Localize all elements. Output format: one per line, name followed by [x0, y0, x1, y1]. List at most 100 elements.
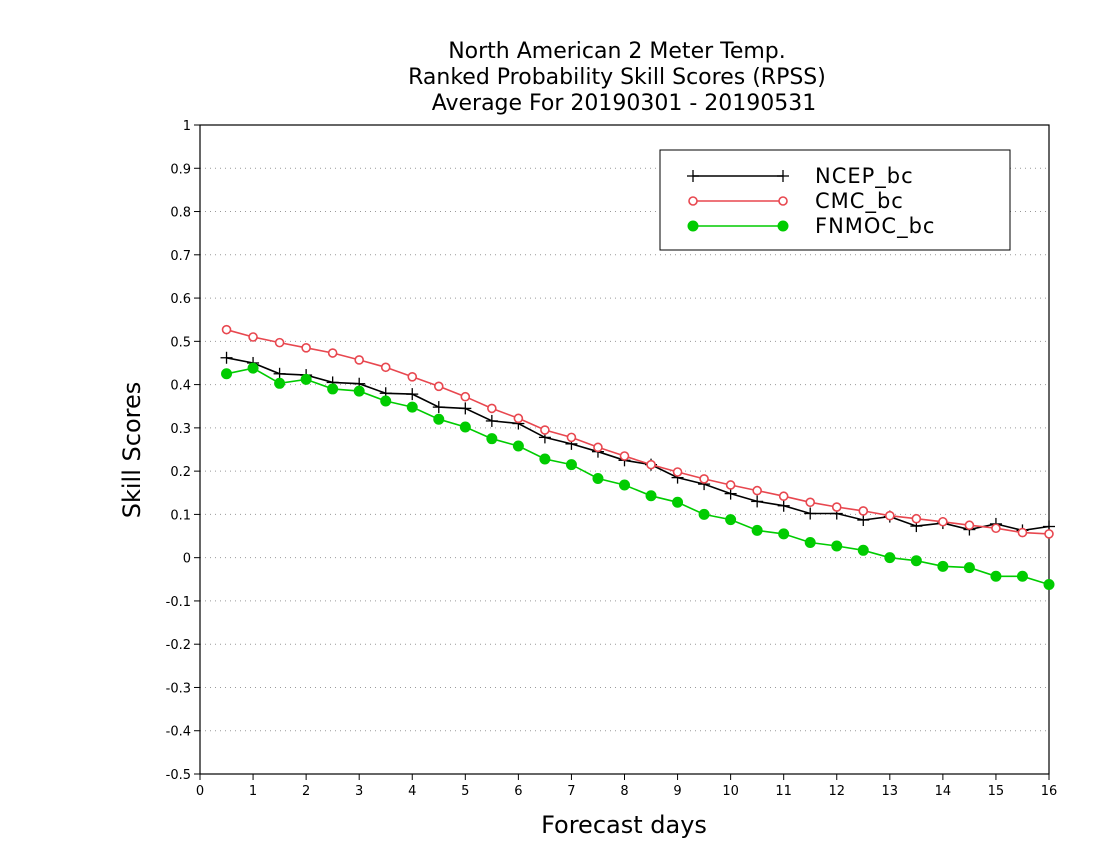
- title-line-3: Average For 20190301 - 20190531: [432, 91, 817, 116]
- data-point-cmc-bc: [885, 510, 895, 521]
- data-point-cmc-bc: [593, 442, 603, 453]
- data-point-fnmoc-bc: [910, 555, 922, 567]
- data-point-cmc-bc: [274, 337, 285, 348]
- data-point-cmc-bc: [1017, 527, 1028, 538]
- data-point-fnmoc-bc: [247, 362, 259, 374]
- data-point-fnmoc-bc: [380, 395, 392, 407]
- series-line-fnmoc-bc: [226, 367, 1050, 586]
- data-point-ncep-bc: [220, 351, 233, 364]
- y-tick-label: 0: [183, 552, 191, 567]
- data-point-fnmoc-bc: [486, 433, 498, 445]
- data-point-fnmoc-bc: [327, 383, 339, 395]
- y-tick-label: 0.9: [170, 162, 191, 177]
- data-point-ncep-bc: [804, 507, 817, 520]
- legend-label: FNMOC_bc: [815, 214, 935, 239]
- data-point-fnmoc-bc: [645, 490, 657, 502]
- data-point-cmc-bc: [619, 451, 630, 461]
- series-cmc-bc: [221, 324, 1054, 539]
- data-point-ncep-bc: [273, 367, 286, 380]
- x-tick-label: 5: [461, 784, 469, 799]
- x-tick-label: 3: [355, 784, 363, 799]
- y-axis-label: Skill Scores: [118, 382, 146, 519]
- data-point-cmc-bc: [513, 413, 524, 424]
- series-fnmoc-bc: [221, 362, 1055, 590]
- data-point-ncep-bc: [485, 414, 498, 427]
- x-tick-label: 6: [514, 784, 522, 799]
- data-point-ncep-bc: [751, 495, 764, 508]
- data-point-cmc-bc: [433, 381, 444, 392]
- y-tick-label: 0.4: [170, 379, 191, 394]
- x-tick-label: 15: [988, 784, 1005, 799]
- data-point-ncep-bc: [432, 401, 445, 414]
- y-tick-label: 1: [183, 119, 191, 134]
- legend-entry-fnmoc-bc: FNMOC_bc: [687, 214, 935, 239]
- x-tick-label: 13: [882, 784, 899, 799]
- title-line-2: Ranked Probability Skill Scores (RPSS): [408, 65, 826, 90]
- y-tick-label: 0.5: [170, 335, 191, 350]
- data-point-fnmoc-bc: [672, 496, 684, 508]
- y-tick-label: -0.5: [166, 768, 191, 783]
- x-tick-label: 7: [567, 784, 575, 799]
- data-point-cmc-bc: [380, 362, 391, 373]
- data-point-cmc-bc: [646, 459, 656, 470]
- data-point-fnmoc-bc: [698, 508, 710, 520]
- legend-marker-start: [688, 196, 698, 206]
- x-tick-label: 0: [196, 784, 204, 799]
- legend-box: [659, 149, 1011, 251]
- data-point-cmc-bc: [858, 506, 869, 516]
- y-tick-label: 0.1: [170, 508, 191, 523]
- data-point-cmc-bc: [327, 348, 338, 358]
- y-tick-label: 0.3: [170, 422, 191, 437]
- data-point-fnmoc-bc: [300, 373, 312, 385]
- chart-title: North American 2 Meter Temp. Ranked Prob…: [408, 39, 826, 116]
- legend-label: NCEP_bc: [815, 164, 914, 189]
- data-point-cmc-bc: [699, 474, 709, 484]
- data-point-fnmoc-bc: [274, 377, 286, 389]
- data-point-cmc-bc: [221, 324, 232, 335]
- data-point-cmc-bc: [911, 513, 922, 524]
- grid-lines: [200, 167, 1049, 732]
- data-series: [220, 324, 1055, 590]
- data-point-fnmoc-bc: [619, 479, 630, 491]
- title-line-1: North American 2 Meter Temp.: [448, 39, 786, 64]
- data-point-fnmoc-bc: [963, 562, 975, 574]
- data-point-fnmoc-bc: [804, 537, 816, 549]
- data-point-cmc-bc: [991, 523, 1001, 534]
- data-point-ncep-bc: [857, 514, 870, 527]
- x-axis-label: Forecast days: [541, 811, 707, 839]
- series-ncep-bc: [220, 351, 1055, 537]
- legend-label: CMC_bc: [815, 189, 904, 214]
- data-point-fnmoc-bc: [592, 472, 604, 484]
- data-point-cmc-bc: [1044, 529, 1054, 539]
- data-point-fnmoc-bc: [884, 552, 896, 564]
- data-point-fnmoc-bc: [831, 540, 843, 552]
- y-tick-label: -0.4: [166, 725, 191, 740]
- data-point-cmc-bc: [778, 491, 789, 502]
- x-tick-label: 12: [828, 784, 845, 799]
- data-point-fnmoc-bc: [539, 453, 551, 465]
- legend-entry-ncep-bc: NCEP_bc: [687, 164, 914, 189]
- data-point-cmc-bc: [752, 485, 762, 496]
- data-point-ncep-bc: [777, 499, 790, 512]
- data-point-fnmoc-bc: [857, 544, 869, 556]
- y-tick-label: -0.2: [166, 638, 191, 653]
- data-point-fnmoc-bc: [778, 528, 790, 540]
- legend-marker-end: [777, 220, 789, 232]
- x-tick-label: 10: [722, 784, 739, 799]
- x-tick-label: 2: [302, 784, 310, 799]
- x-tick-label: 14: [935, 784, 952, 799]
- data-point-cmc-bc: [831, 502, 842, 512]
- data-point-fnmoc-bc: [1043, 578, 1055, 590]
- data-point-fnmoc-bc: [937, 560, 949, 572]
- data-point-cmc-bc: [487, 403, 497, 414]
- series-line-cmc-bc: [226, 328, 1050, 535]
- x-tick-label: 11: [775, 784, 792, 799]
- data-point-fnmoc-bc: [433, 413, 445, 425]
- y-tick-label: 0.6: [170, 292, 191, 307]
- x-tick-label: 16: [1041, 784, 1058, 799]
- x-tick-label: 8: [620, 784, 628, 799]
- data-point-fnmoc-bc: [1016, 570, 1028, 582]
- y-tick-label: 0.8: [170, 206, 191, 221]
